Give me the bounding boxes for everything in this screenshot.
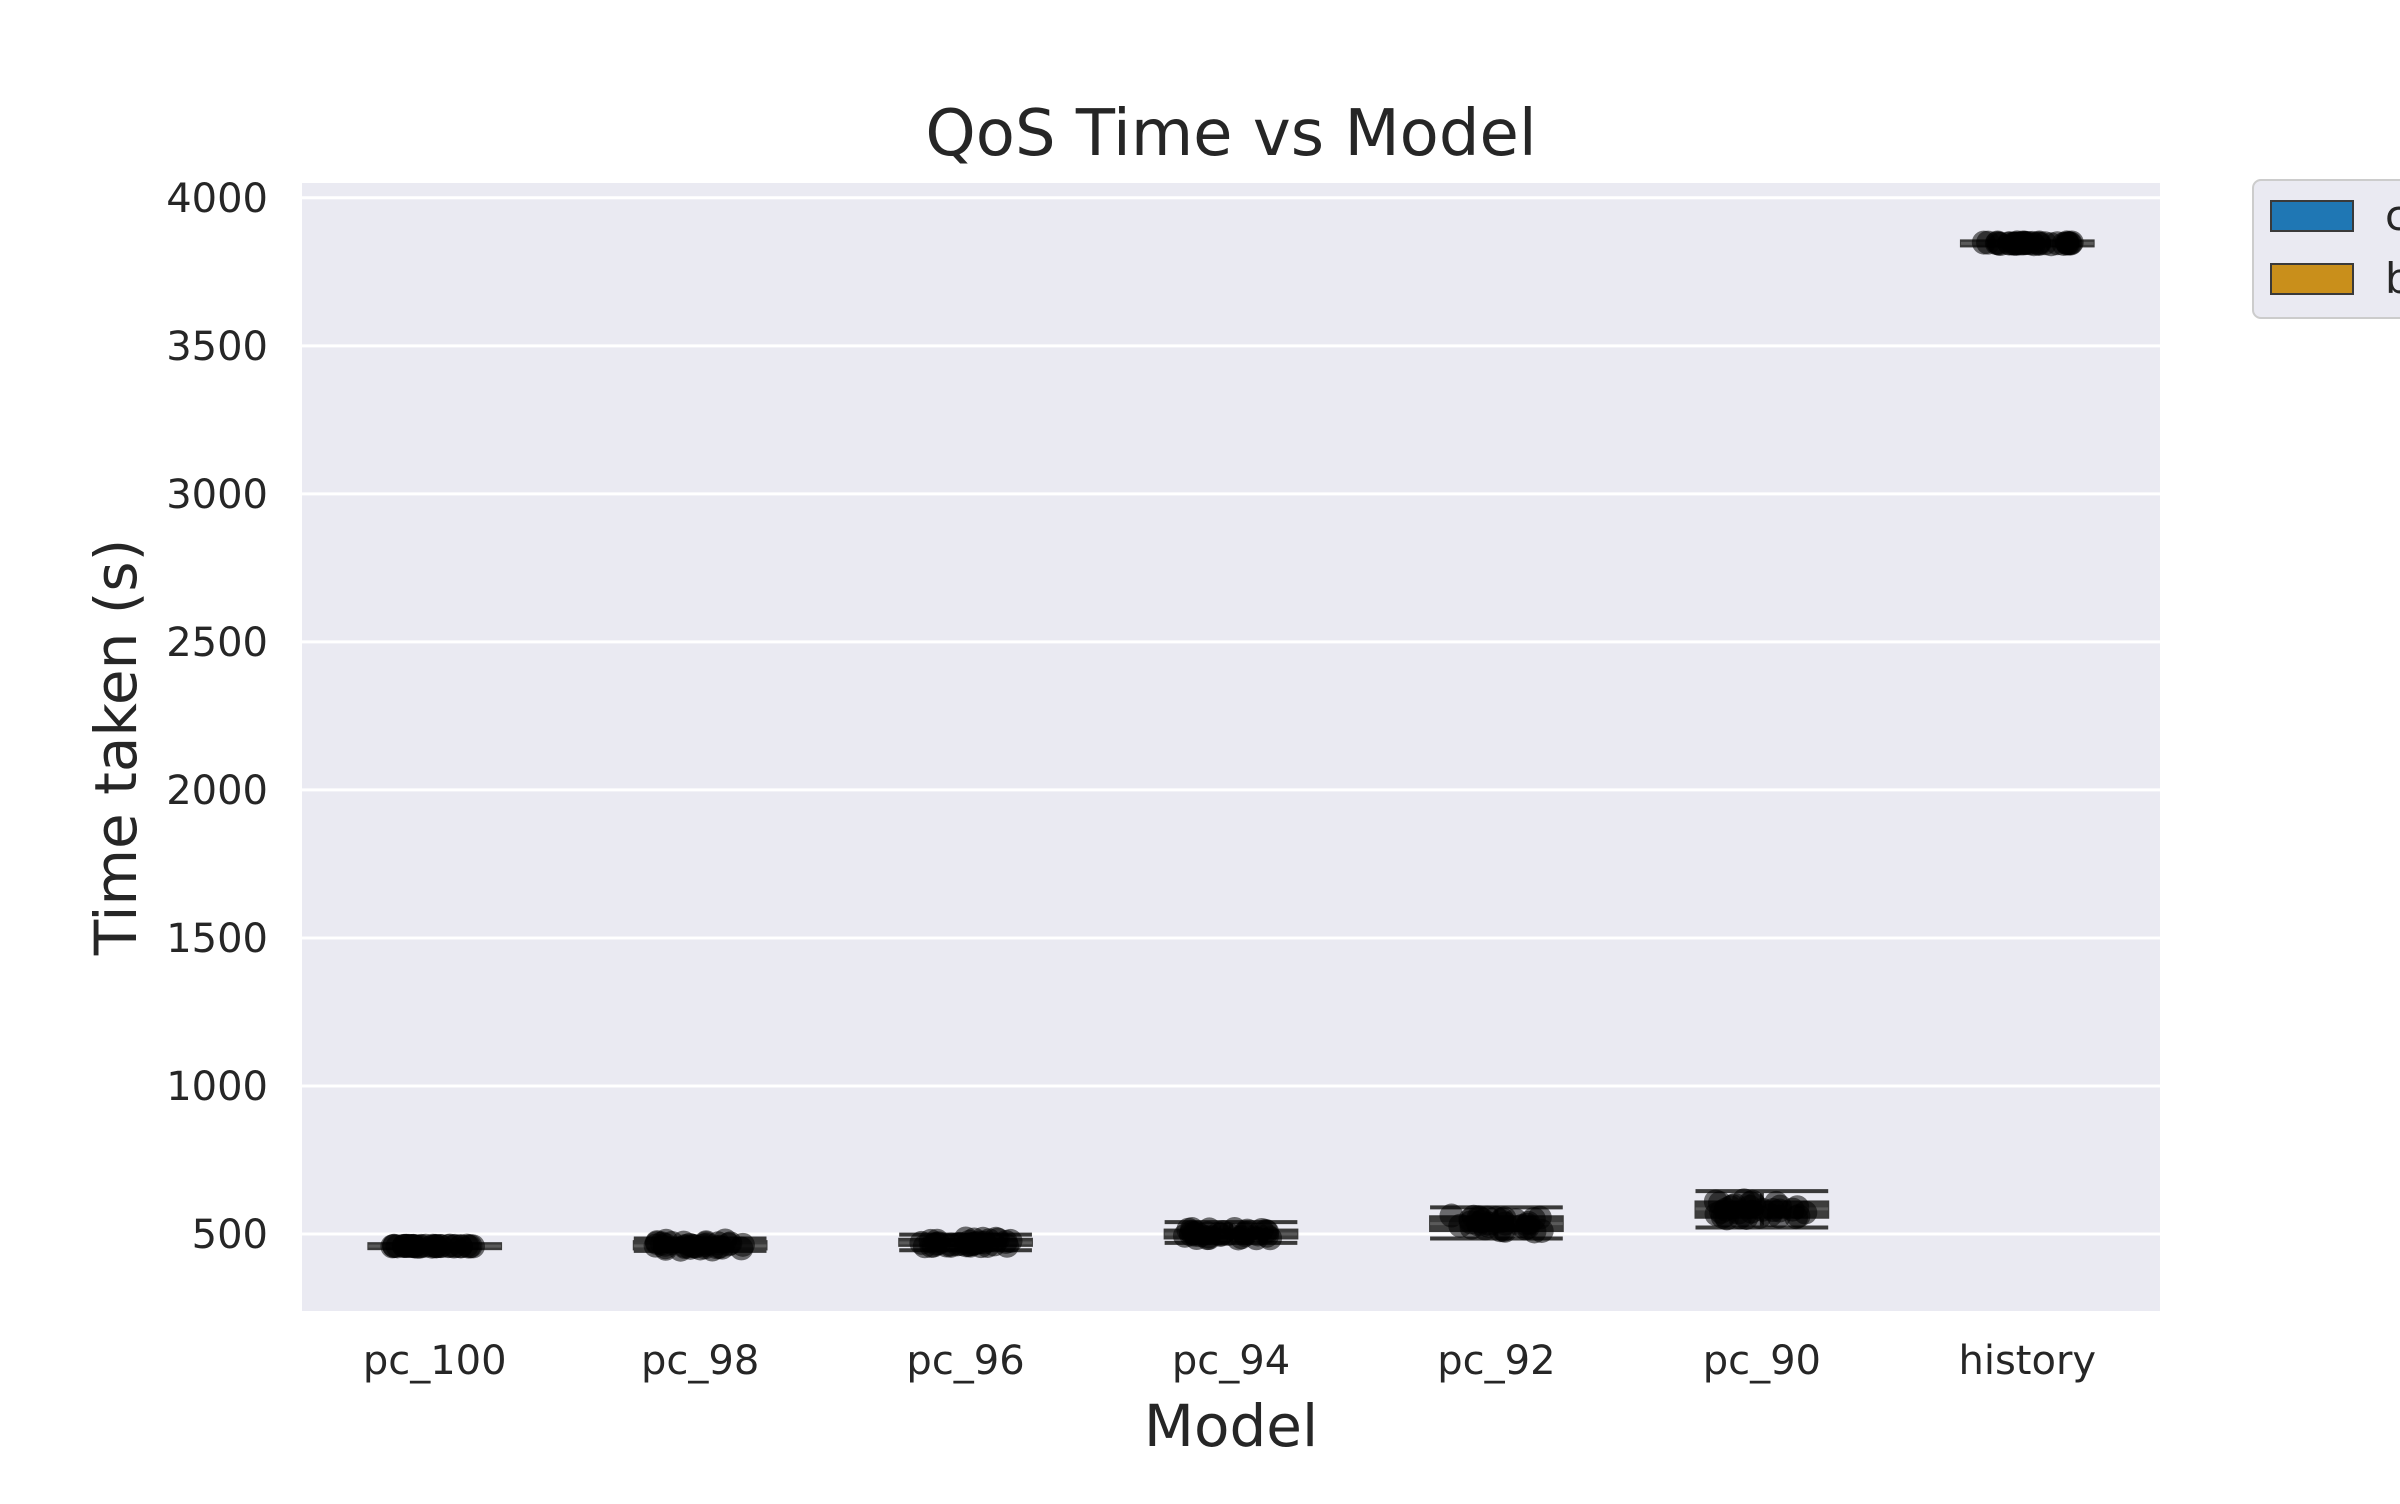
- data-point: [957, 1229, 982, 1254]
- x-tick-label: pc_96: [906, 1338, 1024, 1384]
- x-tick-label: history: [1958, 1338, 2096, 1384]
- legend: c b: [2252, 179, 2400, 319]
- box-pc_94: [1163, 1216, 1299, 1251]
- data-point: [2001, 231, 2026, 256]
- data-point: [1182, 1221, 1207, 1246]
- x-axis-label: Model: [1144, 1392, 1318, 1460]
- legend-label-b: b: [2385, 254, 2400, 303]
- data-point: [1971, 230, 1996, 255]
- y-tick-label: 500: [192, 1212, 268, 1258]
- y-tick-label: 3000: [166, 472, 268, 518]
- data-point: [706, 1231, 731, 1256]
- y-tick-label: 2000: [166, 768, 268, 814]
- data-point: [1493, 1211, 1518, 1236]
- gridlines: [302, 196, 2160, 1236]
- data-point: [1710, 1204, 1735, 1229]
- x-tick-label: pc_94: [1172, 1338, 1290, 1384]
- y-tick-label: 2500: [166, 620, 268, 666]
- y-tick-labels: 500 1000 1500 2000 2500 3000 3500 4000: [166, 176, 268, 1258]
- data-point: [401, 1233, 426, 1258]
- y-tick-label: 3500: [166, 324, 268, 370]
- legend-swatch-c: [2270, 200, 2354, 232]
- box-pc_90: [1694, 1188, 1830, 1231]
- data-point: [1515, 1212, 1540, 1237]
- x-tick-label: pc_98: [641, 1338, 759, 1384]
- x-tick-labels: pc_100 pc_98 pc_96 pc_94 pc_92 pc_90 history: [363, 1338, 2096, 1384]
- data-point: [454, 1233, 479, 1258]
- x-tick-label: pc_92: [1437, 1338, 1555, 1384]
- y-tick-label: 1500: [166, 916, 268, 962]
- y-tick-label: 1000: [166, 1064, 268, 1110]
- box-series: [367, 230, 2095, 1262]
- y-tick-label: 4000: [166, 176, 268, 222]
- box-pc_96: [898, 1226, 1033, 1259]
- chart-title: QoS Time vs Model: [925, 97, 1536, 171]
- y-axis-label: Time taken (s): [82, 539, 150, 957]
- data-point: [983, 1226, 1008, 1251]
- data-point: [1740, 1189, 1765, 1214]
- plot-background: [302, 183, 2160, 1311]
- box-pc_100: [367, 1233, 503, 1259]
- x-tick-label: pc_100: [363, 1338, 507, 1384]
- data-point: [921, 1233, 946, 1258]
- data-point: [1208, 1222, 1233, 1247]
- box-pc_92: [1429, 1203, 1564, 1244]
- data-point: [1244, 1226, 1269, 1251]
- data-point: [1439, 1203, 1464, 1228]
- legend-label-c: c: [2385, 191, 2400, 240]
- data-point: [2054, 230, 2079, 255]
- data-point: [428, 1234, 453, 1259]
- box-history: [1959, 230, 2095, 257]
- data-point: [1459, 1215, 1484, 1240]
- x-tick-label: pc_90: [1703, 1338, 1821, 1384]
- legend-swatch-b: [2270, 263, 2354, 295]
- data-point: [1764, 1190, 1789, 1215]
- box-pc_98: [632, 1228, 768, 1262]
- data-point: [654, 1228, 679, 1253]
